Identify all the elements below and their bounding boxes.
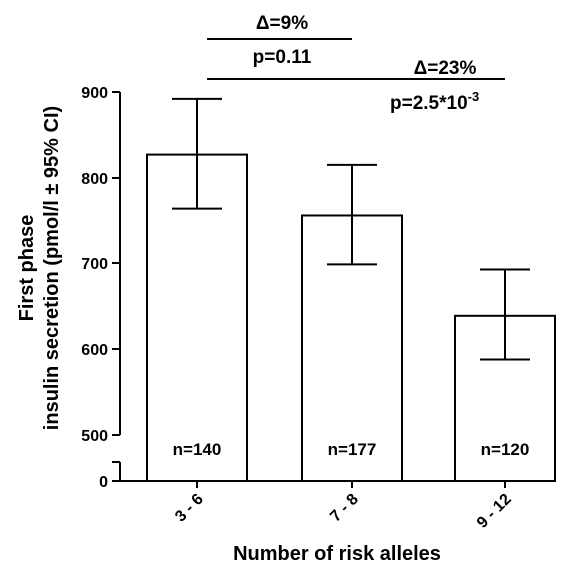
y-tick-label: 600 (81, 342, 108, 359)
n-label: n=140 (173, 440, 222, 459)
comparison-1: Δ=9% p=0.11 (207, 13, 352, 68)
y-tick-label: 800 (81, 171, 108, 188)
y-tick-label-zero: 0 (99, 474, 108, 491)
y-tick-label: 500 (81, 428, 108, 445)
comparison-2: Δ=23% p=2.5*10-3 (207, 58, 505, 114)
x-tick-label: 3 - 6 (172, 491, 207, 526)
x-axis (120, 480, 555, 488)
y-tick-labels: 900 800 700 600 500 0 (81, 85, 108, 491)
delta-label: Δ=9% (256, 13, 308, 34)
p-label: p=0.11 (253, 47, 312, 68)
error-bars (172, 97, 530, 361)
p-label-exponent: -3 (468, 89, 480, 104)
y-axis-label-line1: First phase (16, 215, 38, 322)
y-axis (112, 91, 121, 482)
x-tick-label: 9 - 12 (474, 491, 515, 532)
y-tick-label: 700 (81, 256, 108, 273)
n-label: n=177 (328, 440, 377, 459)
p-label-base: p=2.5*10 (390, 93, 468, 114)
delta-label: Δ=23% (414, 58, 477, 79)
y-tick-label: 900 (81, 85, 108, 102)
n-labels: n=140 n=177 n=120 (173, 440, 530, 459)
y-axis-label-line2: insulin secretion (pmol/l ± 95% CI) (41, 106, 63, 430)
x-tick-label: 7 - 8 (327, 491, 362, 526)
p-label: p=2.5*10-3 (390, 89, 479, 114)
x-axis-label: Number of risk alleles (233, 543, 441, 565)
x-tick-labels: 3 - 6 7 - 8 9 - 12 (172, 491, 515, 532)
n-label: n=120 (481, 440, 530, 459)
